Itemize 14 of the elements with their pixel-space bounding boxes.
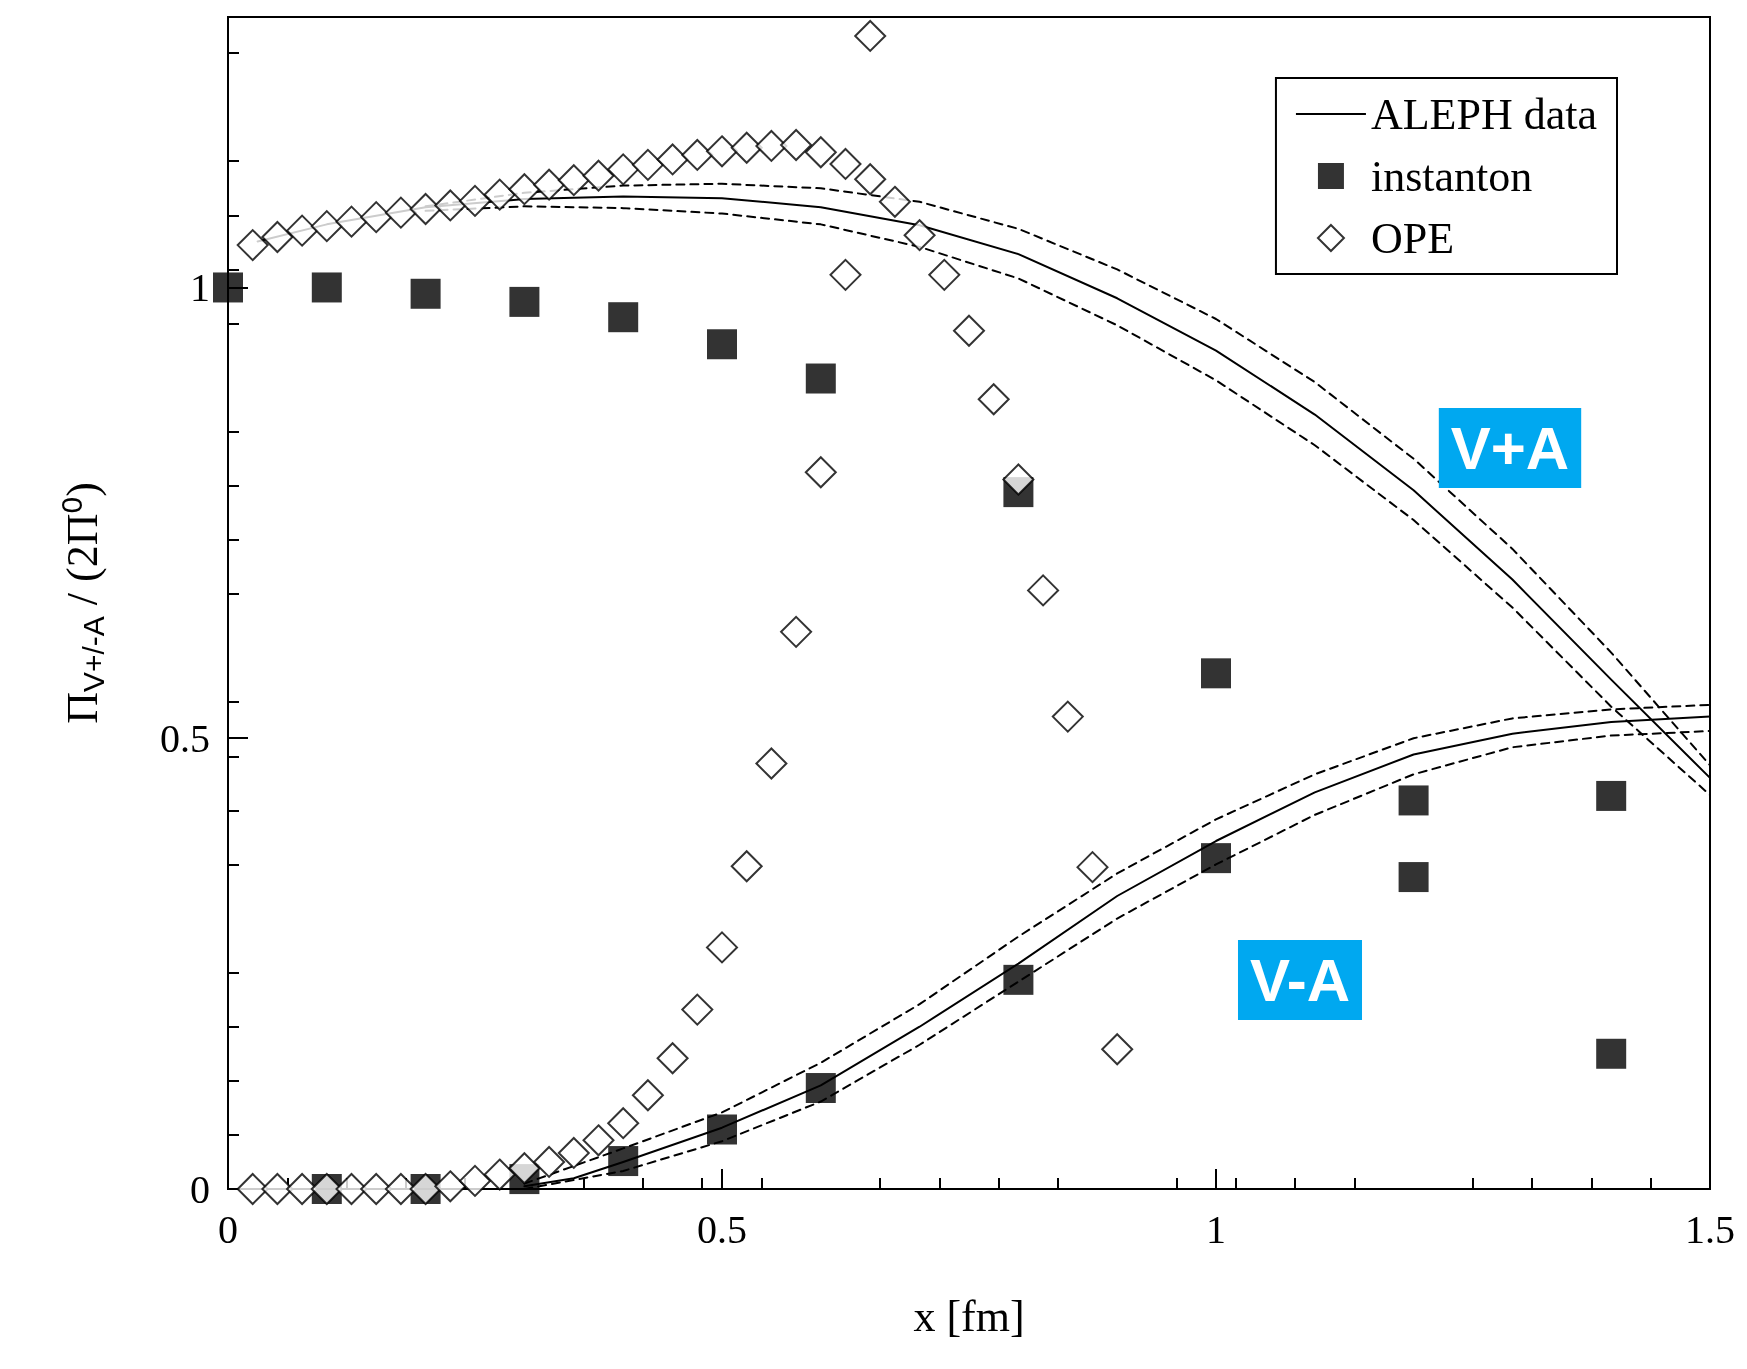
y-tick-label: 0.5 <box>160 715 210 761</box>
x-tick-label: 0.5 <box>697 1206 747 1252</box>
y-tick-label: 1 <box>190 264 210 310</box>
legend-label: OPE <box>1370 213 1455 263</box>
x-axis-title: x [fm] <box>913 1291 1025 1341</box>
x-tick-label: 0 <box>218 1206 238 1252</box>
legend-label: ALEPH data <box>1370 89 1597 139</box>
legend-label: instanton <box>1370 151 1533 201</box>
x-tick-label: 1 <box>1206 1206 1226 1252</box>
y-axis-title: ΠV+/-A / (2Π0) <box>54 482 110 724</box>
annotation: V+A <box>1450 414 1570 482</box>
x-tick-label: 1.5 <box>1685 1206 1735 1252</box>
y-tick-label: 0 <box>190 1166 210 1212</box>
annotation: V-A <box>1249 946 1351 1014</box>
